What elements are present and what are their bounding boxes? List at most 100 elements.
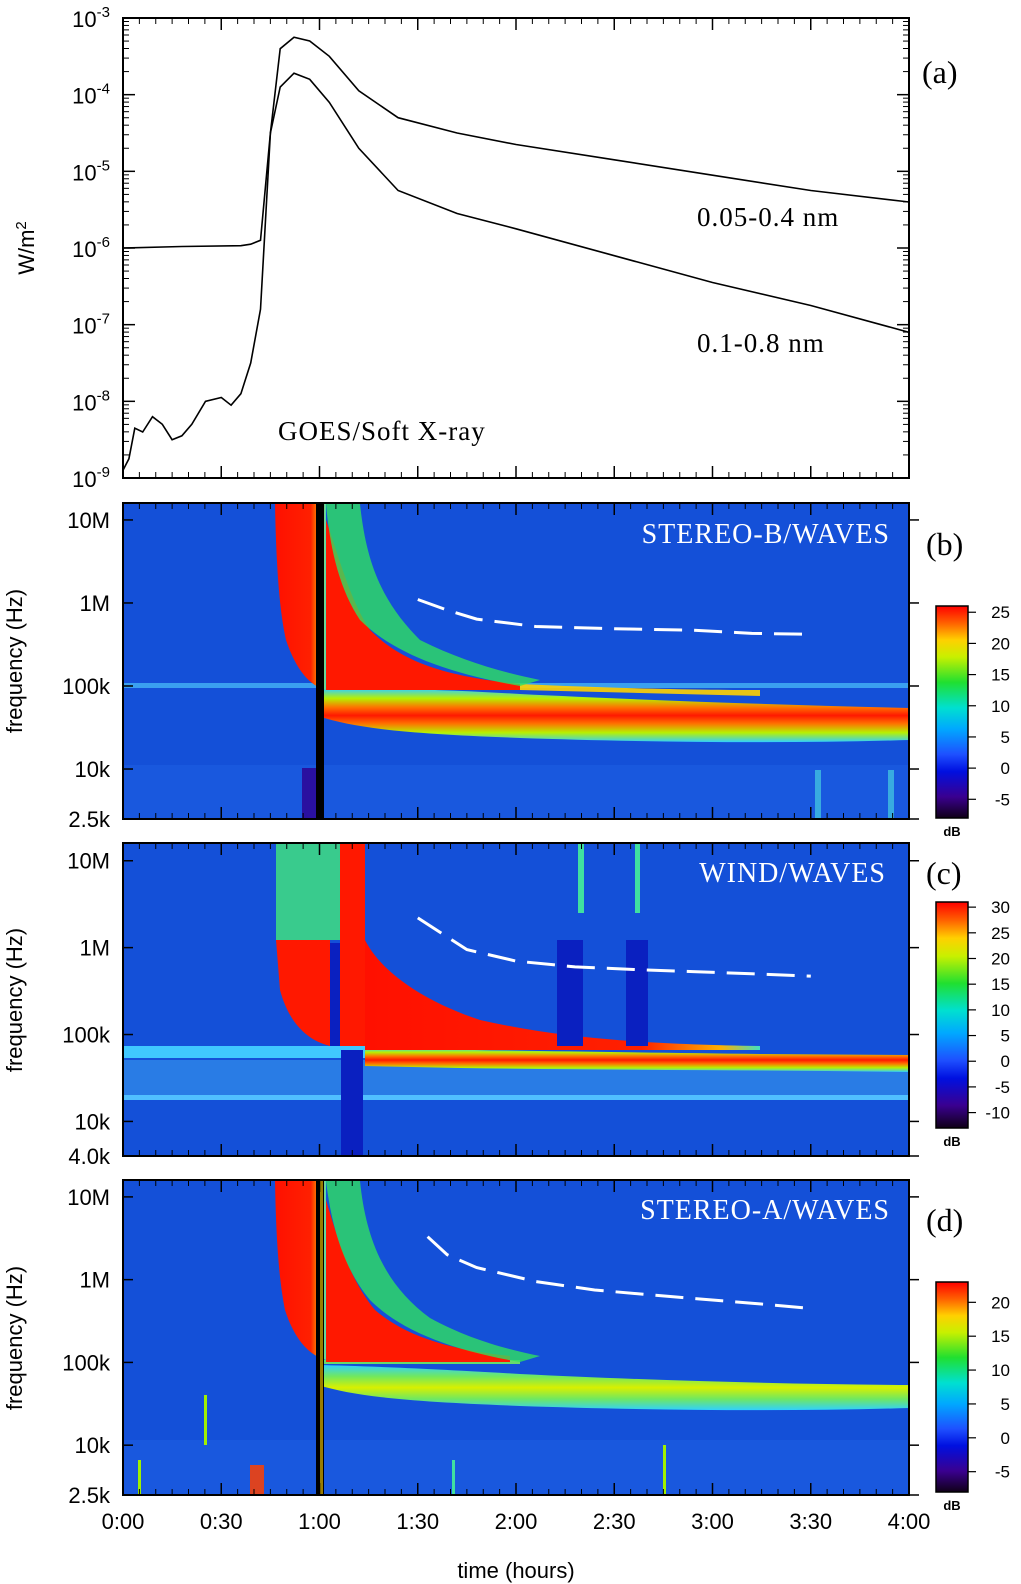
time-tick-label: 0:30 (200, 1509, 243, 1534)
freq-tick-label: 1M (79, 591, 110, 616)
panel-c-x-ticks (122, 843, 910, 1156)
ytick-label: 10-5 (72, 157, 110, 185)
colorbar-tick-label: 5 (1001, 1027, 1010, 1046)
colorbar-tick-label: 0 (1001, 1052, 1010, 1071)
panel-b-tag: (b) (926, 526, 963, 562)
colorbar-tick-label: -5 (995, 1078, 1010, 1097)
colorbar-tick-label: 10 (991, 1001, 1010, 1020)
colorbar-tick-label: -5 (995, 790, 1010, 809)
goes-curves (123, 36, 909, 471)
data-gap (316, 503, 324, 819)
burst-edge (326, 504, 540, 686)
colorbar-tick-label: 15 (991, 1327, 1010, 1346)
colorbar-tick-label: -10 (985, 1104, 1010, 1123)
wind-drift-fit (416, 916, 811, 978)
ytick-label: 10-9 (72, 464, 110, 492)
interference-spike-2 (635, 843, 640, 913)
stereo-a-spectrogram (123, 1180, 909, 1495)
panel-c-ylabel: frequency (Hz) (2, 928, 27, 1072)
colorbar-tick-label: 15 (991, 975, 1010, 994)
colorbar-tick-label: 0 (1001, 1429, 1010, 1448)
ytick-label: 10-8 (72, 387, 110, 415)
burst-top (276, 843, 340, 940)
panel-b-x-ticks (122, 503, 910, 819)
stereo-b-label: STEREO-B/WAVES (642, 519, 890, 550)
panel-b-ylabel: frequency (Hz) (2, 589, 27, 733)
time-tick-label: 0:00 (102, 1509, 145, 1534)
panel-d-ylabel: frequency (Hz) (2, 1266, 27, 1410)
stereo-a-label: STEREO-A/WAVES (640, 1195, 890, 1226)
freq-tick-label: 2.5k (68, 807, 111, 832)
freq-tick-label: 10M (67, 1185, 110, 1210)
colorbar-tick-label: 10 (991, 1361, 1010, 1380)
stereo-a-colorbar: 20 15 10 5 0 -5 (935, 1281, 1010, 1493)
goes-curve-1 (123, 72, 909, 471)
colorbar-tick-label: 20 (991, 1293, 1010, 1312)
ytick-label: 10-4 (72, 81, 110, 109)
wind-panel: 10M 1M 100k 10k 4.0k frequency (Hz) WIND/WAV… (2, 842, 1010, 1169)
panel-a-ylabel: W/m2 (13, 221, 39, 275)
wind-colorbar: 30 25 20 15 10 5 0 -5 -10 (935, 898, 1010, 1129)
series-label-long: 0.1-0.8 nm (697, 328, 825, 358)
freq-tick-label: 100k (62, 1350, 111, 1375)
stereo-b-colorbar: 25 20 15 10 5 0 -5 (935, 603, 1010, 819)
stereo-b-drift-fit (417, 598, 811, 636)
type3-burst-rise (276, 940, 330, 1046)
time-tick-labels: 0:00 0:30 1:00 1:30 2:00 2:30 3:00 3:30 4:00 (102, 1509, 931, 1534)
panel-c-y-ticks: 10M 1M 100k 10k 4.0k (62, 849, 919, 1169)
interference-spike-1 (578, 843, 584, 913)
time-tick-label: 3:30 (789, 1509, 832, 1534)
data-gap-2 (626, 940, 648, 1046)
freq-tick-label: 2.5k (68, 1483, 111, 1508)
panel-a-x-ticks (122, 18, 910, 478)
type3-burst-decay (365, 940, 760, 1050)
panel-b-y-ticks: 10M 1M 100k 10k 2.5k (62, 508, 919, 832)
burst-edge (326, 1181, 540, 1362)
colorbar-tick-label: 15 (991, 666, 1010, 685)
freq-tick-label: 1M (79, 1268, 110, 1293)
freq-tick-label: 10k (75, 757, 111, 782)
panel-a-tag: (a) (922, 54, 958, 90)
wind-spectrogram (123, 843, 909, 1156)
panel-a-y-ticks: 10-9 10-8 10-7 10-6 10-5 10-4 10-3 (72, 4, 909, 492)
panel-d-x-ticks (122, 1180, 910, 1495)
gap-edge (320, 1180, 323, 1495)
type3-burst-decay (326, 1200, 510, 1362)
colorbar-tick-label: -5 (995, 1463, 1010, 1482)
colorbar-b-unit: dB (943, 824, 960, 839)
type3-burst-rise (275, 1180, 326, 1360)
time-axis-label: time (hours) (457, 1558, 574, 1583)
colorbar-tick-label: 20 (991, 634, 1010, 653)
ytick-label: 10-6 (72, 234, 110, 262)
freq-tick-label: 10k (75, 1109, 111, 1134)
plasma-line-band (365, 1048, 909, 1072)
freq-tick-label: 10k (75, 1433, 111, 1458)
colorbar-d-unit: dB (943, 1498, 960, 1513)
fpe-line (123, 1046, 365, 1058)
panel-d-y-ticks: 10M 1M 100k 10k 2.5k (62, 1185, 919, 1508)
goes-xray-panel: 10-9 10-8 10-7 10-6 10-5 10-4 10-3 W/m2 GOES/S… (13, 4, 958, 492)
freq-tick-label: 100k (62, 674, 111, 699)
series-label-short: 0.05-0.4 nm (697, 202, 839, 232)
burst-core (340, 843, 365, 1046)
plasma-line-band (318, 1365, 909, 1411)
type3-burst-rise (275, 503, 326, 690)
colorbar-tick-label: 30 (991, 898, 1010, 917)
spectrum-background (123, 843, 909, 1156)
ytick-label: 10-3 (72, 4, 110, 32)
noise-spikes (138, 1395, 666, 1495)
burst-tail (520, 684, 760, 696)
freq-tick-label: 4.0k (68, 1144, 111, 1169)
time-tick-label: 1:00 (298, 1509, 341, 1534)
panel-d-tag: (d) (926, 1202, 963, 1238)
colorbar-tick-label: 5 (1001, 728, 1010, 747)
time-tick-label: 2:00 (495, 1509, 538, 1534)
data-gap-narrow (330, 943, 340, 1046)
colorbar-c-unit: dB (943, 1134, 960, 1149)
time-tick-label: 2:30 (593, 1509, 636, 1534)
ytick-label: 10-7 (72, 311, 110, 339)
low-line (123, 1095, 909, 1100)
stereo-a-panel: 10M 1M 100k 10k 2.5k frequency (Hz) STEREO-A… (2, 1179, 1010, 1513)
panel-a-frame (122, 17, 910, 479)
